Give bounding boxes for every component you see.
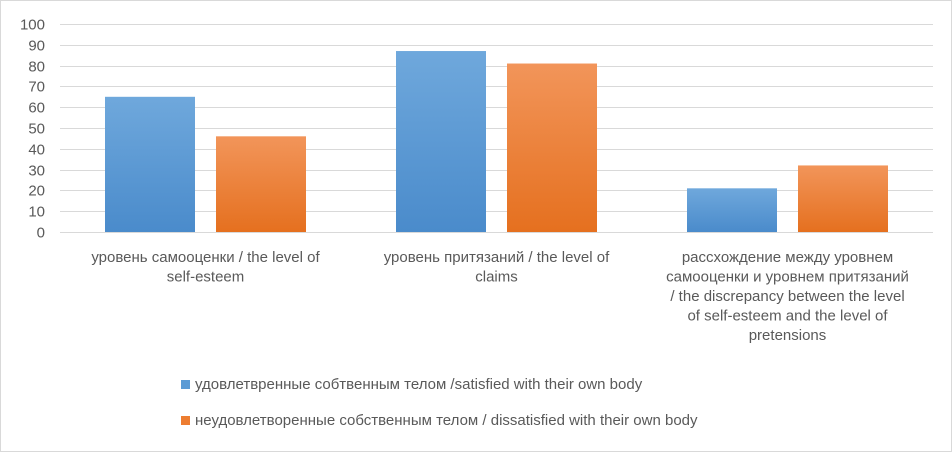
category-label-line: self-esteem	[167, 269, 245, 286]
y-tick-label: 30	[28, 163, 45, 180]
legend-entry-label: удовлетвренные собтвенным телом /satisfi…	[195, 376, 643, 393]
bar-series-1-category-1	[105, 96, 195, 232]
y-tick-label: 80	[28, 59, 45, 76]
category-labels: уровень самооценки / the level of self-es…	[91, 249, 909, 344]
y-tick-label: 10	[28, 204, 45, 221]
category-label: уровень притязаний / the level of claims	[384, 249, 610, 286]
y-tick-label: 60	[28, 100, 45, 117]
bar-series-2-category-1	[216, 136, 306, 232]
bar-series-1-category-2	[396, 51, 486, 232]
y-tick-label: 90	[28, 38, 45, 55]
grid-lines	[60, 24, 933, 233]
category-label-line: уровень самооценки / the level of	[91, 249, 320, 266]
category-label: уровень самооценки / the level of self-es…	[91, 249, 320, 286]
category-label-line: claims	[475, 269, 518, 286]
legend-swatch	[181, 380, 190, 389]
y-tick-label: 50	[28, 121, 45, 138]
y-tick-label: 100	[20, 17, 45, 34]
category-label-line: / the discrepancy between the level	[670, 288, 904, 305]
category-label-line: pretensions	[749, 327, 827, 344]
y-axis-tick-labels: 0 10 20 30 40 50 60 70 80 90 100	[20, 17, 45, 242]
y-tick-label: 20	[28, 183, 45, 200]
bar-series-1-category-3	[687, 188, 777, 232]
y-tick-label: 0	[37, 225, 45, 242]
bars	[105, 51, 888, 232]
bar-series-2-category-3	[798, 165, 888, 232]
legend-entry-label: неудовлетворенные собственным телом / di…	[195, 412, 698, 429]
category-label-line: самооценки и уровнем притязаний	[666, 269, 909, 286]
legend-swatch	[181, 416, 190, 425]
bar-series-2-category-2	[507, 63, 597, 232]
category-label-line: рассхождение между уровнем	[682, 249, 893, 266]
y-tick-label: 70	[28, 79, 45, 96]
category-label-line: уровень притязаний / the level of	[384, 249, 610, 266]
legend: удовлетвренные собтвенным телом /satisfi…	[181, 376, 698, 429]
category-label: рассхождение между уровнем самооценки и у…	[666, 249, 909, 344]
y-tick-label: 40	[28, 142, 45, 159]
category-label-line: of self-esteem and the level of	[687, 308, 888, 325]
